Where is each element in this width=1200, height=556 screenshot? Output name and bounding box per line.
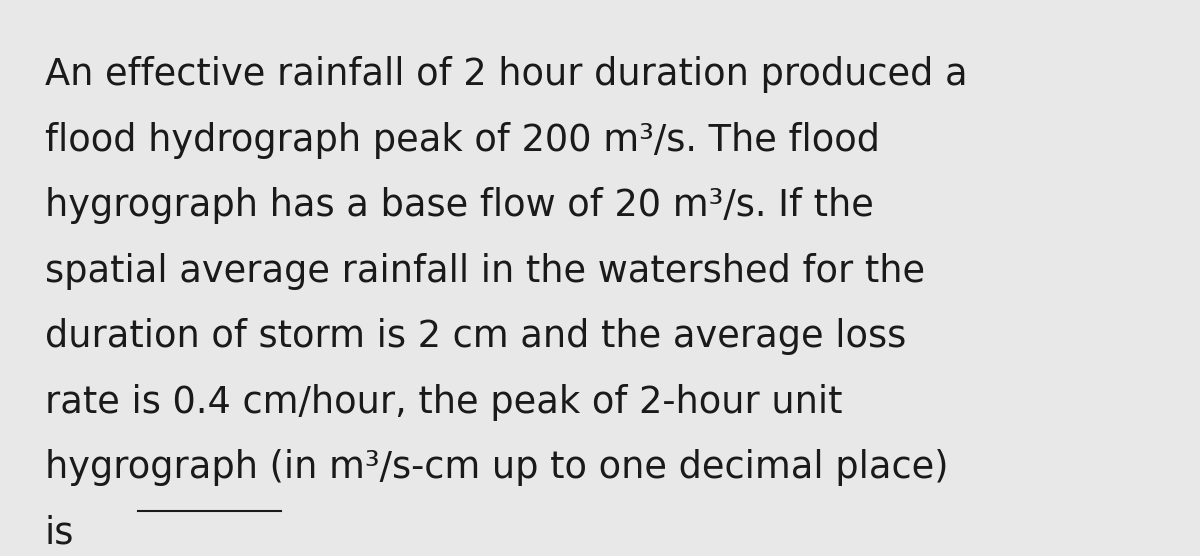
Text: hygrograph has a base flow of 20 m³/s. If the: hygrograph has a base flow of 20 m³/s. I… [44,187,874,224]
Text: duration of storm is 2 cm and the average loss: duration of storm is 2 cm and the averag… [44,318,906,355]
Text: flood hydrograph peak of 200 m³/s. The flood: flood hydrograph peak of 200 m³/s. The f… [44,122,880,159]
Text: is: is [44,514,74,552]
Text: An effective rainfall of 2 hour duration produced a: An effective rainfall of 2 hour duration… [44,56,967,93]
Text: rate is 0.4 cm/hour, the peak of 2-hour unit: rate is 0.4 cm/hour, the peak of 2-hour … [44,384,842,421]
Text: spatial average rainfall in the watershed for the: spatial average rainfall in the watershe… [44,253,925,290]
Text: hygrograph (in m³/s-cm up to one decimal place): hygrograph (in m³/s-cm up to one decimal… [44,449,948,486]
